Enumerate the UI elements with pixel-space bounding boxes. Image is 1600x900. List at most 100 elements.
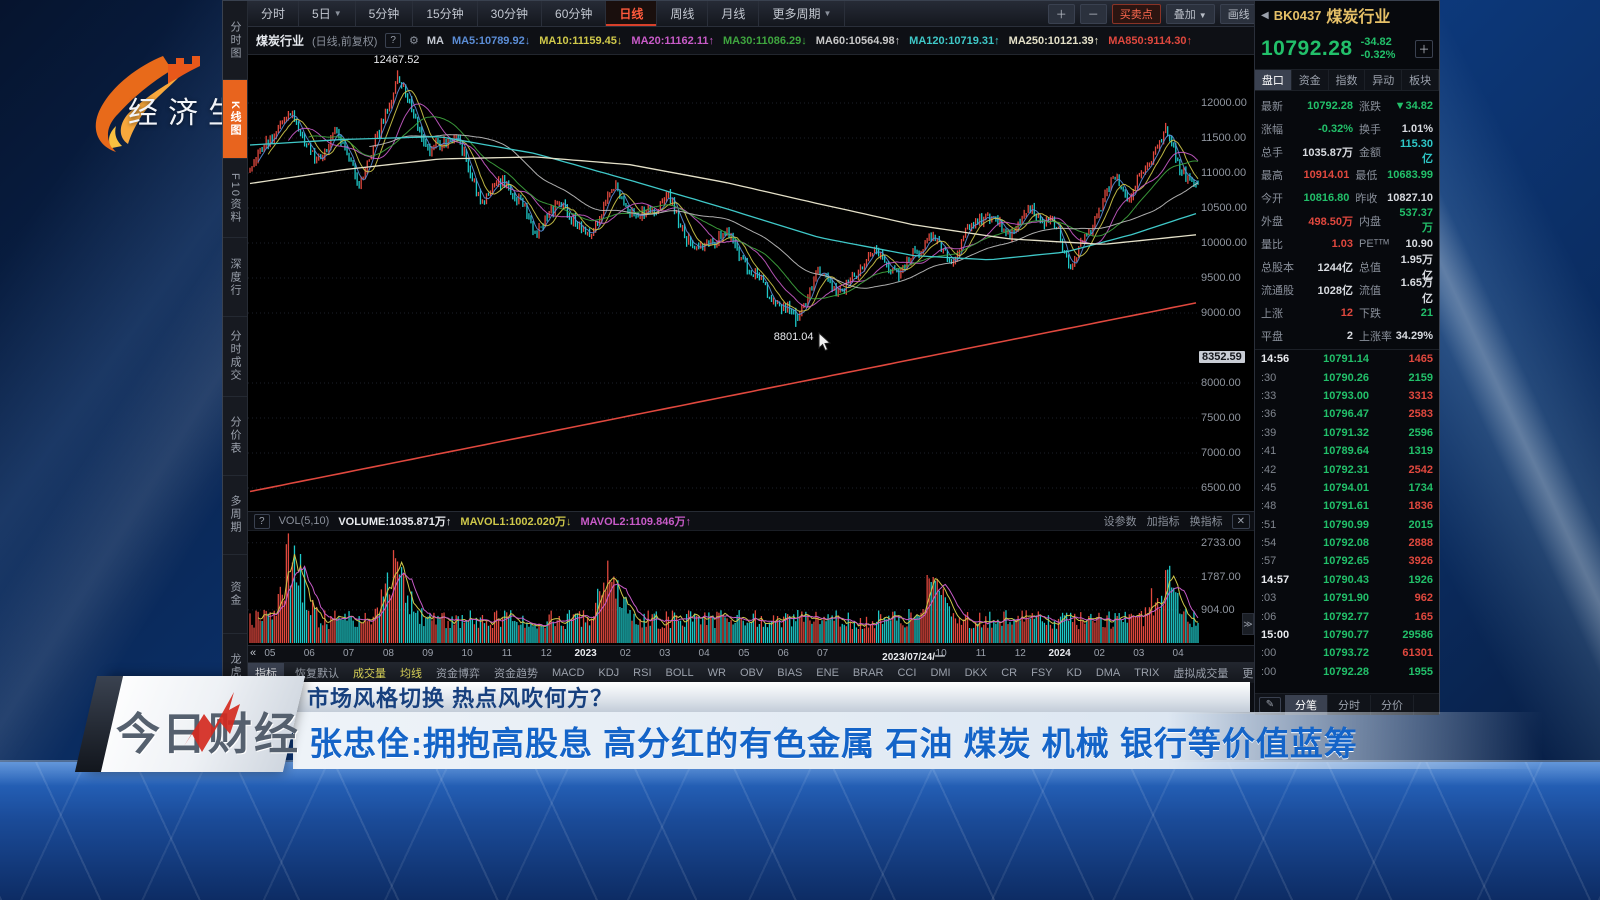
price-tick: 9000.00 bbox=[1201, 307, 1241, 319]
tick-row[interactable]: :41 10789.64 1319 bbox=[1261, 445, 1433, 458]
tick-row[interactable]: :36 10796.47 2583 bbox=[1261, 408, 1433, 421]
indicator-资金趋势[interactable]: 资金趋势 bbox=[494, 667, 538, 680]
rail-item-5[interactable]: 分时成交 bbox=[223, 317, 247, 397]
rail-item-8[interactable]: 资金 bbox=[223, 555, 247, 634]
period-tab-5日[interactable]: 5日 ▼ bbox=[299, 1, 356, 26]
rail-item-7[interactable]: 多周期 bbox=[223, 476, 247, 555]
indicator-MACD[interactable]: MACD bbox=[552, 666, 585, 679]
tick-row[interactable]: :54 10792.08 2888 bbox=[1261, 537, 1433, 550]
tick-row[interactable]: :30 10790.26 2159 bbox=[1261, 371, 1433, 384]
indicator-BIAS[interactable]: BIAS bbox=[777, 666, 803, 679]
tick-tab-分价[interactable]: 分价 bbox=[1371, 694, 1414, 715]
period-tab-日线[interactable]: 日线 bbox=[606, 1, 658, 26]
indicator-RSI[interactable]: RSI bbox=[633, 666, 652, 679]
tick-tab-分时[interactable]: 分时 bbox=[1328, 694, 1371, 715]
close-icon[interactable]: ✕ bbox=[1231, 513, 1250, 529]
vol-tool-加指标[interactable]: 加指标 bbox=[1146, 516, 1180, 528]
indicator-资金博弈[interactable]: 资金博弈 bbox=[436, 667, 480, 680]
indicator-KDJ[interactable]: KDJ bbox=[598, 666, 620, 679]
note-icon[interactable]: ✎ bbox=[1259, 696, 1281, 713]
indicator-DKX[interactable]: DKX bbox=[964, 666, 988, 679]
tool-叠加[interactable]: 叠加 ▼ bbox=[1165, 3, 1215, 24]
indicator-均线[interactable]: 均线 bbox=[400, 667, 422, 680]
tick-row[interactable]: 15:00 10790.77 29586 bbox=[1261, 629, 1433, 642]
indicator-ENE[interactable]: ENE bbox=[816, 666, 839, 679]
tick-row[interactable]: 14:56 10791.14 1465 bbox=[1261, 353, 1433, 366]
rail-item-1[interactable]: 分时图 bbox=[223, 1, 247, 81]
indicator-虚拟成交量[interactable]: 虚拟成交量 bbox=[1173, 667, 1229, 680]
volume-header: ? VOL(5,10) VOLUME:1035.871万↑ MAVOL1:100… bbox=[248, 511, 1256, 531]
tick-row[interactable]: :06 10792.77 165 bbox=[1261, 610, 1433, 623]
tick-row[interactable]: :51 10790.99 2015 bbox=[1261, 518, 1433, 531]
add-to-watchlist-button[interactable]: ＋ bbox=[1415, 40, 1433, 58]
quote-grid: 最新 10792.28 涨跌 ▼34.82 涨幅 -0.32% 换手 1.01% 总手 1035.… bbox=[1255, 91, 1439, 349]
tick-row[interactable]: :33 10793.00 3313 bbox=[1261, 389, 1433, 402]
indicator-FSY[interactable]: FSY bbox=[1031, 666, 1053, 679]
tick-row[interactable]: :39 10791.32 2596 bbox=[1261, 426, 1433, 439]
indicator-更多[interactable]: 更多 bbox=[1242, 667, 1256, 680]
rail-item-4[interactable]: 深度行 bbox=[223, 238, 247, 318]
period-tab-周线[interactable]: 周线 bbox=[657, 1, 709, 26]
indicator-BRAR[interactable]: BRAR bbox=[852, 666, 884, 679]
period-tab-15分钟[interactable]: 15分钟 bbox=[413, 1, 478, 26]
period-tab-月线[interactable]: 月线 bbox=[708, 1, 760, 26]
tick-row[interactable]: :00 10792.28 1955 bbox=[1261, 665, 1433, 678]
tick-row[interactable]: :42 10792.31 2542 bbox=[1261, 463, 1433, 476]
tool-＋[interactable]: ＋ bbox=[1047, 3, 1075, 24]
period-tab-5分钟[interactable]: 5分钟 bbox=[356, 1, 414, 26]
tick-tab-分笔[interactable]: 分笔 bbox=[1285, 694, 1328, 715]
tick-row[interactable]: :45 10794.01 1734 bbox=[1261, 481, 1433, 494]
indicator-OBV[interactable]: OBV bbox=[739, 666, 764, 679]
indicator-CR[interactable]: CR bbox=[1001, 666, 1018, 679]
help-icon[interactable]: ? bbox=[254, 513, 270, 529]
date-axis: « 05 06 07 08 09 10 11 12 2023 02 03 04 05 06 07 2023/0… bbox=[248, 645, 1256, 663]
indicator-恢复默认[interactable]: 恢复默认 bbox=[295, 667, 339, 680]
rail-item-6[interactable]: 分价表 bbox=[223, 397, 247, 476]
indicator-WR[interactable]: WR bbox=[707, 666, 726, 679]
tool-－[interactable]: － bbox=[1079, 3, 1107, 24]
quote-tab-盘口[interactable]: 盘口 bbox=[1255, 70, 1292, 90]
mavol1-value: MAVOL1:1002.020万↓ bbox=[460, 516, 572, 528]
tick-row[interactable]: :00 10793.72 61301 bbox=[1261, 647, 1433, 660]
tick-list[interactable]: 14:56 10791.14 1465 :30 10790.26 2159 :33 10793… bbox=[1255, 349, 1439, 681]
quote-tab-异动[interactable]: 异动 bbox=[1365, 70, 1403, 90]
tick-row[interactable]: :48 10791.61 1836 bbox=[1261, 500, 1433, 513]
tool-买卖点[interactable]: 买卖点 bbox=[1111, 3, 1161, 24]
mavol2-value: MAVOL2:1109.846万↑ bbox=[580, 516, 691, 528]
indicator-成交量[interactable]: 成交量 bbox=[353, 667, 386, 680]
panel-expand-icon[interactable]: ≫ bbox=[1242, 613, 1254, 635]
vol-tool-换指标[interactable]: 换指标 bbox=[1189, 516, 1223, 528]
indicator-KD[interactable]: KD bbox=[1066, 666, 1082, 679]
chart-area[interactable]: 12000.00 11500.00 11000.00 10500.00 10000.00… bbox=[248, 54, 1256, 683]
quote-row: 上涨 12 下跌 21 bbox=[1261, 306, 1433, 320]
period-tab-30分钟[interactable]: 30分钟 bbox=[478, 1, 543, 26]
indicator-CCI[interactable]: CCI bbox=[897, 666, 917, 679]
period-tab-分时[interactable]: 分时 bbox=[248, 1, 300, 26]
greatwall-flame-icon bbox=[95, 54, 200, 152]
last-price: 10792.28 bbox=[1261, 37, 1353, 60]
tick-row[interactable]: :57 10792.65 3926 bbox=[1261, 555, 1433, 568]
ma-prefix: MA bbox=[426, 34, 444, 47]
rail-item-2[interactable]: K线图 bbox=[223, 80, 247, 160]
quote-tab-板块[interactable]: 板块 bbox=[1402, 70, 1439, 90]
vol-tool-设参数[interactable]: 设参数 bbox=[1103, 516, 1137, 528]
period-tab-60分钟[interactable]: 60分钟 bbox=[542, 1, 607, 26]
gear-icon[interactable]: ⚙ bbox=[408, 35, 419, 47]
back-icon[interactable]: ◀ bbox=[1261, 9, 1269, 21]
indicator-DMI[interactable]: DMI bbox=[930, 666, 951, 679]
indicator-BOLL[interactable]: BOLL bbox=[665, 666, 694, 679]
indicator-TRIX[interactable]: TRIX bbox=[1134, 666, 1160, 679]
date-tick: 08 bbox=[382, 648, 394, 659]
candlestick-chart[interactable] bbox=[248, 55, 1256, 683]
tick-row[interactable]: 14:57 10790.43 1926 bbox=[1261, 573, 1433, 586]
ma-value: MA120:10719.31↑ bbox=[909, 34, 1000, 47]
date-tick: 10 bbox=[461, 648, 473, 659]
period-tab-更多周期[interactable]: 更多周期 ▼ bbox=[759, 1, 846, 26]
quote-tab-指数[interactable]: 指数 bbox=[1329, 70, 1366, 90]
help-icon[interactable]: ? bbox=[385, 33, 401, 48]
rail-item-3[interactable]: F10资料 bbox=[223, 159, 247, 239]
indicator-DMA[interactable]: DMA bbox=[1095, 666, 1121, 679]
scroll-left-icon[interactable]: « bbox=[250, 647, 257, 659]
quote-tab-资金[interactable]: 资金 bbox=[1292, 70, 1329, 90]
tick-row[interactable]: :03 10791.90 962 bbox=[1261, 592, 1433, 605]
